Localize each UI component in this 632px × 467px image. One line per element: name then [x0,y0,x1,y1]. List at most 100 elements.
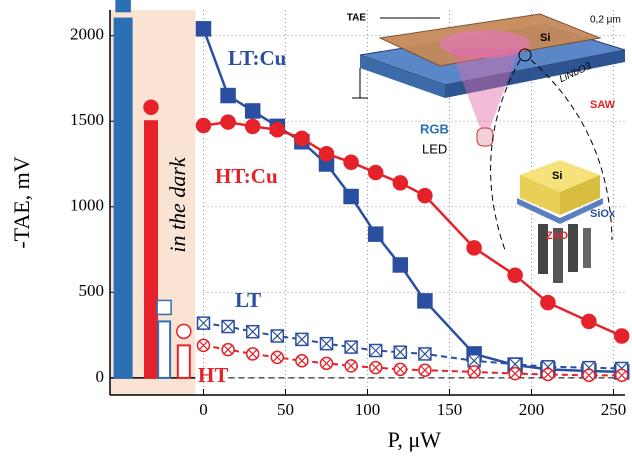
si-top [520,160,600,192]
x-tick-label: 150 [437,400,463,419]
si-right [560,175,600,215]
marker [343,154,359,171]
marker-cross [469,367,479,377]
marker [115,0,131,13]
y-tick-label: 2000 [70,25,104,44]
zoom-circle [518,48,532,62]
dark-label: in the dark [165,156,190,253]
marker-cross [584,370,594,380]
marker-cross [295,332,309,346]
marker-cross [418,347,432,361]
marker-cross [510,368,520,379]
substrate-front [445,50,625,98]
inset-label: Si [552,170,562,182]
series-label: LT [235,288,261,312]
x-tick-label: 200 [519,400,545,419]
inset-illustration: TAE Si 0,2 μm LiNbO3 SAW RGB LED Si SiOx… [347,13,626,283]
dark-bar [176,344,191,379]
siox [517,198,603,224]
marker [318,145,335,162]
marker [466,240,482,256]
marker-cross [420,365,430,375]
x-tick-label: 50 [277,400,294,419]
inset-label: 0,2 μm [590,15,621,26]
marker [195,21,212,37]
marker [392,175,409,191]
dark-bar [157,320,172,379]
marker-cross [395,364,405,374]
marker [367,226,384,242]
marker [507,267,523,283]
inset-label: LED [422,141,447,156]
marker-cross [246,325,260,339]
nanowire [568,224,578,272]
substrate-side [360,55,445,98]
inset-label: SAW [590,99,616,111]
marker [540,294,556,311]
marker-cross [198,340,209,351]
marker [613,328,630,344]
inset-label: ZnO [546,230,568,242]
si-left [520,175,560,215]
marker [269,122,286,138]
nanowire [553,228,563,283]
marker [343,188,359,205]
marker [195,117,212,134]
series-label: LT:Cu [228,46,287,70]
led [476,127,494,147]
inset-label: RGB [420,121,449,136]
marker [581,313,597,330]
marker [244,118,261,135]
x-tick-label: 0 [199,400,208,419]
marker-cross [346,361,356,371]
marker [176,323,192,340]
nanowire [538,224,548,274]
marker [294,130,310,147]
marker [220,114,236,130]
marker-cross [371,362,381,373]
marker [392,257,409,273]
marker [417,187,433,204]
marker-cross [543,369,553,380]
marker [156,299,172,316]
marker [244,103,261,119]
dark-bar [144,120,159,379]
zoom-lines [490,59,613,251]
x-tick-label: 100 [355,400,381,419]
marker-cross [272,352,282,362]
y-tick-label: 0 [96,367,105,386]
inset-label: SiOx [590,208,616,220]
inset-label: Si [540,32,550,44]
y-tick-label: 500 [79,281,105,300]
nanowire [583,228,591,268]
inset-label: TAE [347,13,367,24]
x-tick-label: 250 [601,400,627,419]
y-tick-label: 1000 [70,196,104,215]
marker [220,87,236,104]
marker-cross [369,344,383,357]
y-axis-label: -TAE, mV [9,156,34,248]
y-tick-label: 1500 [70,110,104,129]
marker-cross [248,349,258,359]
light-cone [450,48,520,128]
series-line [203,322,622,370]
marker [417,293,433,309]
series-label: HT [198,363,228,387]
dark-bar [113,17,133,379]
marker-cross [197,316,210,330]
x-axis-label: P, μW [388,427,442,452]
marker-cross [321,358,332,368]
marker-cross [344,340,358,354]
marker-cross [393,345,407,359]
marker-cross [297,356,307,366]
light-spot [440,30,530,58]
marker-cross [467,354,481,368]
marker-cross [223,345,233,355]
marker [143,99,159,115]
marker-cross [270,329,284,343]
marker-cross [320,337,333,351]
marker-cross [221,320,235,333]
series-label: HT:Cu [215,164,278,188]
